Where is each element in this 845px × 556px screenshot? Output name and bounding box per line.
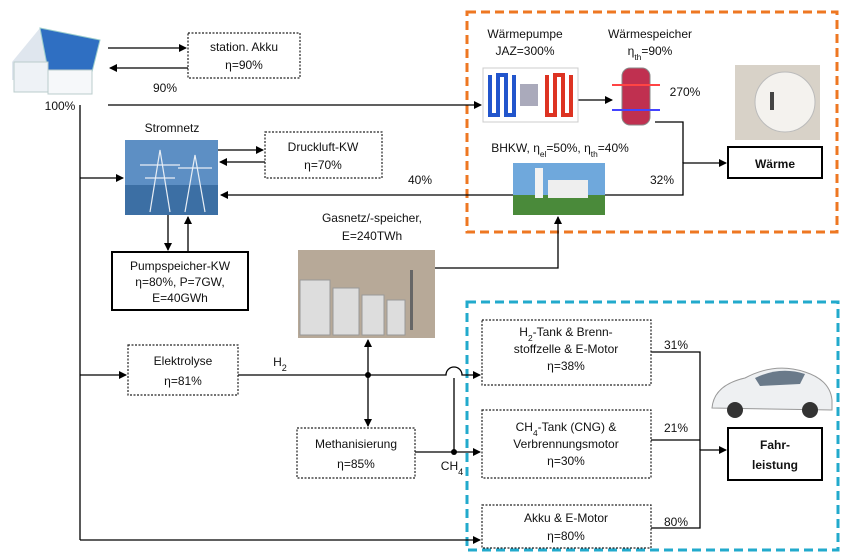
text: η=80% bbox=[547, 529, 585, 543]
text: η=70% bbox=[304, 158, 342, 172]
text: 80% bbox=[664, 515, 688, 529]
label-line: Verbrennungsmotor bbox=[513, 437, 618, 451]
text: Wärmepumpe bbox=[487, 27, 563, 41]
box bbox=[728, 428, 822, 480]
text: η=81% bbox=[164, 374, 202, 388]
label-line: E=240TWh bbox=[342, 229, 402, 243]
text: Elektrolyse bbox=[154, 354, 213, 368]
text: stoffzelle & E-Motor bbox=[514, 342, 618, 356]
label-line: BHKW, ηel=50%, ηth=40% bbox=[491, 141, 629, 159]
label-line: η=80%, P=7GW, bbox=[135, 275, 224, 289]
text: Wärmespeicher bbox=[608, 27, 692, 41]
label-line: Fahr- bbox=[760, 438, 790, 452]
text: E=240TWh bbox=[342, 229, 402, 243]
text: Verbrennungsmotor bbox=[513, 437, 618, 451]
text: Wärme bbox=[755, 157, 795, 171]
label-line: η=80% bbox=[547, 529, 585, 543]
heat-pump-icon bbox=[483, 68, 578, 122]
label-line: η=70% bbox=[304, 158, 342, 172]
text: CH bbox=[516, 420, 533, 434]
label-line: Methanisierung bbox=[315, 437, 397, 451]
label-line: η=90% bbox=[225, 58, 263, 72]
label-line: Wärme bbox=[755, 157, 795, 171]
label-line: η=85% bbox=[337, 457, 375, 471]
text: station. Akku bbox=[210, 40, 278, 54]
label-line: H2 bbox=[273, 355, 287, 373]
text: η=90% bbox=[225, 58, 263, 72]
text: 270% bbox=[670, 85, 701, 99]
text: Akku & E-Motor bbox=[524, 511, 608, 525]
text: Stromnetz bbox=[145, 121, 200, 135]
text: E=40GWh bbox=[152, 291, 208, 305]
text: Fahr- bbox=[760, 438, 790, 452]
text: -Tank & Brenn- bbox=[533, 325, 613, 339]
text: Gasnetz/-speicher, bbox=[322, 211, 422, 225]
text: 31% bbox=[664, 338, 688, 352]
text: BHKW, η bbox=[491, 141, 540, 155]
label-line: 90% bbox=[153, 81, 177, 95]
label-line: Gasnetz/-speicher, bbox=[322, 211, 422, 225]
text: =40% bbox=[598, 141, 629, 155]
label-line: 40% bbox=[408, 173, 432, 187]
text: η bbox=[628, 44, 635, 58]
heat-storage-icon bbox=[612, 68, 660, 125]
text: 21% bbox=[664, 421, 688, 435]
text: Methanisierung bbox=[315, 437, 397, 451]
label-line: 21% bbox=[664, 421, 688, 435]
text: leistung bbox=[752, 458, 798, 472]
text: -Tank (CNG) & bbox=[538, 420, 617, 434]
text: H bbox=[519, 325, 528, 339]
text: =90% bbox=[641, 44, 672, 58]
text: JAZ=300% bbox=[495, 44, 554, 58]
diagram: station. Akkuη=90%WärmepumpeJAZ=300%Wärm… bbox=[0, 0, 845, 556]
label-line: η=38% bbox=[547, 359, 585, 373]
label-line: η=30% bbox=[547, 454, 585, 468]
text: Pumpspeicher-KW bbox=[130, 259, 231, 273]
gas-storage-icon bbox=[298, 250, 435, 338]
text: η=80%, P=7GW, bbox=[135, 275, 224, 289]
label-line: CH4 bbox=[441, 459, 463, 477]
label-line: station. Akku bbox=[210, 40, 278, 54]
text: 32% bbox=[650, 173, 674, 187]
label-line: Wärmepumpe bbox=[487, 27, 563, 41]
label-line: 100% bbox=[45, 99, 76, 113]
label-line: Elektrolyse bbox=[154, 354, 213, 368]
text: CH bbox=[441, 459, 458, 473]
text: 100% bbox=[45, 99, 76, 113]
label-line: Akku & E-Motor bbox=[524, 511, 608, 525]
label-line: stoffzelle & E-Motor bbox=[514, 342, 618, 356]
text: H bbox=[273, 355, 282, 369]
car-icon bbox=[712, 368, 832, 418]
chp-plant-icon bbox=[513, 163, 605, 215]
label-line: 80% bbox=[664, 515, 688, 529]
label-line: 270% bbox=[670, 85, 701, 99]
subscript: 2 bbox=[282, 363, 287, 373]
label-line: 32% bbox=[650, 173, 674, 187]
label-line: Druckluft-KW bbox=[288, 140, 359, 154]
label-line: JAZ=300% bbox=[495, 44, 554, 58]
label-line: 31% bbox=[664, 338, 688, 352]
label-line: Wärmespeicher bbox=[608, 27, 692, 41]
text: η=38% bbox=[547, 359, 585, 373]
text: =50%, η bbox=[546, 141, 590, 155]
label-line: leistung bbox=[752, 458, 798, 472]
text: η=30% bbox=[547, 454, 585, 468]
pylon-icon bbox=[125, 140, 218, 215]
text: 40% bbox=[408, 173, 432, 187]
label-line: Stromnetz bbox=[145, 121, 200, 135]
text: 90% bbox=[153, 81, 177, 95]
label-line: ηth=90% bbox=[628, 44, 673, 62]
label-line: η=81% bbox=[164, 374, 202, 388]
house-icon bbox=[12, 28, 100, 94]
label-line: Pumpspeicher-KW bbox=[130, 259, 231, 273]
label-line: E=40GWh bbox=[152, 291, 208, 305]
text: η=85% bbox=[337, 457, 375, 471]
thermostat-icon bbox=[735, 65, 820, 140]
text: Druckluft-KW bbox=[288, 140, 359, 154]
subscript: 4 bbox=[458, 467, 463, 477]
